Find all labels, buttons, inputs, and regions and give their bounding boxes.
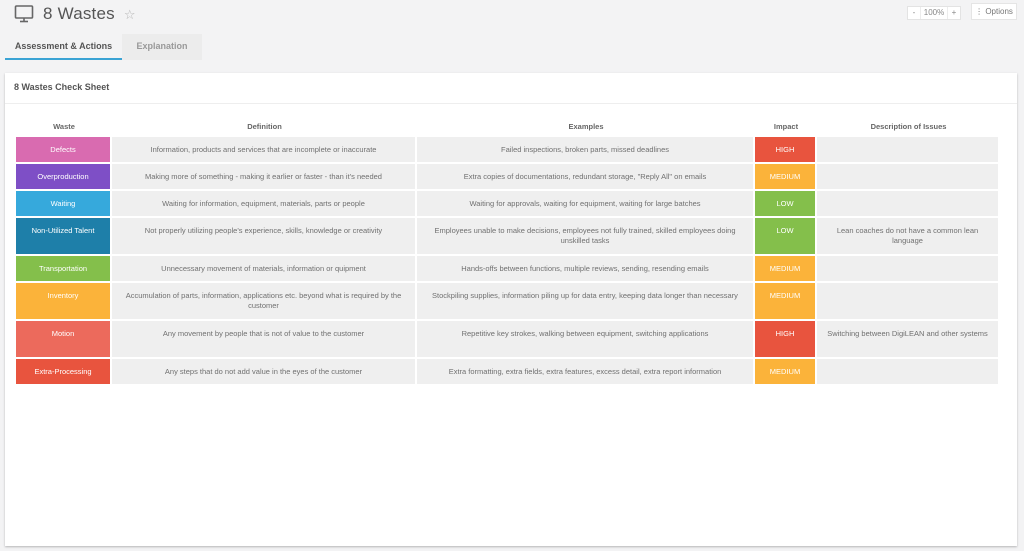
waste-cell: Waiting (16, 191, 112, 218)
waste-cell: Motion (16, 321, 112, 359)
tab-bar: Assessment & Actions Explanation (5, 34, 202, 60)
zoom-control: - 100% + (907, 6, 961, 20)
issues-cell[interactable] (817, 191, 1000, 218)
impact-cell[interactable]: MEDIUM (755, 164, 817, 191)
column-header-examples: Examples (568, 122, 604, 131)
examples-cell: Repetitive key strokes, walking between … (417, 321, 755, 359)
impact-cell[interactable]: HIGH (755, 137, 817, 164)
title-group: 8 Wastes ☆ (14, 4, 135, 24)
examples-cell: Failed inspections, broken parts, missed… (417, 137, 755, 164)
definition-cell: Information, products and services that … (112, 137, 417, 164)
issues-cell[interactable] (817, 137, 1000, 164)
waste-cell: Inventory (16, 283, 112, 321)
issues-cell[interactable]: Switching between DigiLEAN and other sys… (817, 321, 1000, 359)
waste-cell: Defects (16, 137, 112, 164)
check-sheet-panel: 8 Wastes Check Sheet Waste Definition Ex… (5, 73, 1017, 546)
table-row: Extra-Processing Any steps that do not a… (16, 359, 1000, 386)
zoom-in-button[interactable]: + (951, 8, 957, 17)
impact-cell[interactable]: MEDIUM (755, 359, 817, 386)
examples-cell: Extra copies of documentations, redundan… (417, 164, 755, 191)
impact-cell[interactable]: MEDIUM (755, 256, 817, 283)
issues-cell[interactable] (817, 164, 1000, 191)
table-row: Motion Any movement by people that is no… (16, 321, 1000, 359)
definition-cell: Making more of something - making it ear… (112, 164, 417, 191)
table-row: Non-Utilized Talent Not properly utilizi… (16, 218, 1000, 256)
page-header: 8 Wastes ☆ - 100% + ⋮ Options (0, 0, 1024, 30)
waste-cell: Overproduction (16, 164, 112, 191)
impact-cell[interactable]: HIGH (755, 321, 817, 359)
definition-cell: Not properly utilizing people's experien… (112, 218, 417, 256)
definition-cell: Accumulation of parts, information, appl… (112, 283, 417, 321)
definition-cell: Any steps that do not add value in the e… (112, 359, 417, 386)
column-header-waste: Waste (53, 122, 75, 131)
tab-explanation[interactable]: Explanation (122, 34, 202, 60)
issues-cell[interactable]: Lean coaches do not have a common lean l… (817, 218, 1000, 256)
definition-cell: Waiting for information, equipment, mate… (112, 191, 417, 218)
table-header-row: Waste Definition Examples Impact Descrip… (16, 116, 1000, 137)
waste-cell: Transportation (16, 256, 112, 283)
impact-cell[interactable]: LOW (755, 218, 817, 256)
issues-cell[interactable] (817, 283, 1000, 321)
options-button[interactable]: ⋮ Options (971, 3, 1017, 20)
zoom-out-button[interactable]: - (912, 8, 916, 17)
issues-cell[interactable] (817, 359, 1000, 386)
examples-cell: Extra formatting, extra fields, extra fe… (417, 359, 755, 386)
impact-cell[interactable]: LOW (755, 191, 817, 218)
table-row: Inventory Accumulation of parts, informa… (16, 283, 1000, 321)
column-header-definition: Definition (247, 122, 282, 131)
wastes-table: Waste Definition Examples Impact Descrip… (16, 116, 1000, 386)
favorite-star-icon[interactable]: ☆ (123, 6, 136, 22)
examples-cell: Stockpiling supplies, information piling… (417, 283, 755, 321)
examples-cell: Hands-offs between functions, multiple r… (417, 256, 755, 283)
table-row: Waiting Waiting for information, equipme… (16, 191, 1000, 218)
panel-title: 8 Wastes Check Sheet (5, 73, 1017, 104)
monitor-icon (14, 4, 34, 24)
definition-cell: Any movement by people that is not of va… (112, 321, 417, 359)
table-row: Overproduction Making more of something … (16, 164, 1000, 191)
impact-cell[interactable]: MEDIUM (755, 283, 817, 321)
tab-assessment-actions[interactable]: Assessment & Actions (5, 34, 122, 60)
waste-cell: Non-Utilized Talent (16, 218, 112, 256)
column-header-description: Description of Issues (870, 122, 947, 131)
page-title: 8 Wastes (43, 4, 115, 23)
zoom-level: 100% (920, 7, 948, 19)
definition-cell: Unnecessary movement of materials, infor… (112, 256, 417, 283)
examples-cell: Waiting for approvals, waiting for equip… (417, 191, 755, 218)
issues-cell[interactable] (817, 256, 1000, 283)
table-row: Defects Information, products and servic… (16, 137, 1000, 164)
waste-cell: Extra-Processing (16, 359, 112, 386)
examples-cell: Employees unable to make decisions, empl… (417, 218, 755, 256)
column-header-impact: Impact (773, 122, 799, 131)
table-row: Transportation Unnecessary movement of m… (16, 256, 1000, 283)
